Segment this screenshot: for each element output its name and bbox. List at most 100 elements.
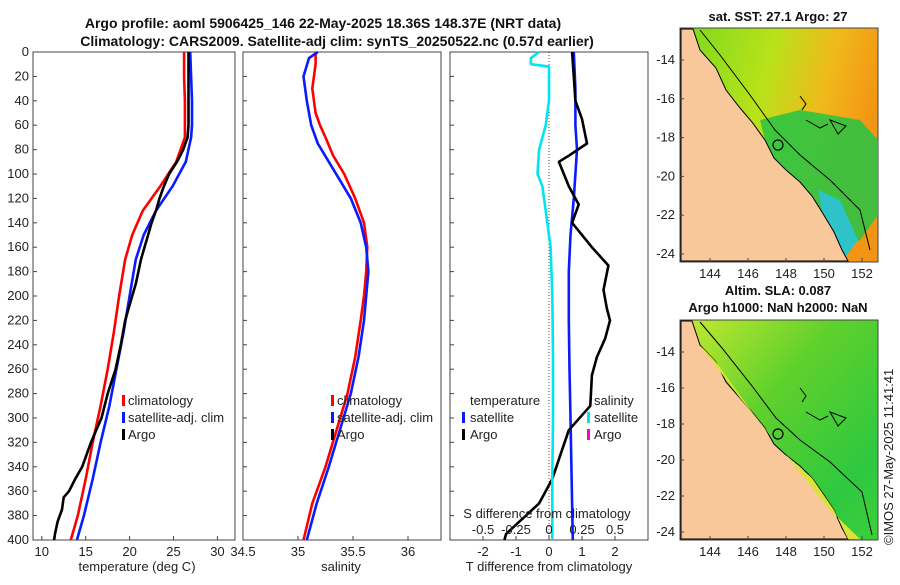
- x-tick-label: 34.5: [230, 544, 255, 559]
- sla-argo-marker: [772, 428, 784, 440]
- series-line-t-argo: [503, 51, 612, 541]
- x-top-tick-label: 0.25: [569, 522, 594, 537]
- difference-legend: temperature satellite Argo salinity sate…: [462, 393, 638, 442]
- sla-map: Altim. SLA: 0.087 Argo h1000: NaN h2000:…: [656, 283, 879, 559]
- temperature-plot-frame: [32, 51, 236, 541]
- y-tick-label: 400: [7, 532, 29, 547]
- map-y-tick-label: -24: [656, 524, 675, 539]
- y-tick-label: 340: [7, 459, 29, 474]
- difference-xlabel: T difference from climatology: [466, 559, 633, 574]
- map-x-tick-label: 150: [813, 266, 835, 281]
- series-line-climatology: [302, 52, 369, 541]
- map-y-tick-label: -14: [656, 344, 675, 359]
- salinity-plot-frame: [242, 51, 442, 541]
- map-y-tick-label: -16: [656, 91, 675, 106]
- legend-heading-salinity: salinity: [594, 393, 634, 408]
- sst-reef-cyan-zone: [818, 190, 858, 256]
- y-tick-label: 180: [7, 264, 29, 279]
- salinity-xlabel: salinity: [321, 559, 361, 574]
- x-top-tick-label: 0.5: [606, 522, 624, 537]
- legend-label-climatology: climatology: [128, 393, 194, 408]
- sla-map-ticks: 144 146 148 150 152 -14 -16 -18 -20 -22 -24: [656, 344, 873, 559]
- y-tick-label: 160: [7, 239, 29, 254]
- y-tick-label: 360: [7, 483, 29, 498]
- y-tick-label: 80: [15, 142, 29, 157]
- x-tick-label: 0: [545, 544, 552, 559]
- y-tick-label: 300: [7, 410, 29, 425]
- legend-label-t-satellite: satellite: [470, 410, 514, 425]
- map-x-tick-label: 144: [699, 266, 721, 281]
- map-y-tick-label: -14: [656, 52, 675, 67]
- x-tick-label: 20: [122, 544, 136, 559]
- y-tick-label: 260: [7, 361, 29, 376]
- sla-map-title2: Argo h1000: NaN h2000: NaN: [688, 300, 867, 315]
- imos-timestamp: ©IMOS 27-May-2025 11:41:41: [881, 369, 896, 545]
- y-tick-label: 380: [7, 508, 29, 523]
- sst-map-ticks: 144 146 148 150 152 -14 -16 -18 -20 -22 -24: [656, 52, 873, 281]
- legend-mark-t-argo: [462, 429, 465, 440]
- legend-mark-t-satellite: [462, 412, 465, 423]
- y-tick-label: 200: [7, 288, 29, 303]
- legend-mark-climatology: [331, 395, 334, 406]
- map-y-tick-label: -20: [656, 168, 675, 183]
- legend-mark-argo: [122, 429, 125, 440]
- legend-mark-satellite: [122, 412, 125, 423]
- sst-map-title: sat. SST: 27.1 Argo: 27: [709, 9, 848, 24]
- x-tick-label: 35.5: [340, 544, 365, 559]
- x-top-tick-label: 0: [545, 522, 552, 537]
- tick-layer: 0204060801001201401601802002202402602803…: [7, 44, 624, 559]
- sst-contour-shelf: [699, 29, 871, 251]
- sla-contour-shelf: [699, 321, 873, 536]
- salinity-legend: climatology satellite-adj. clim Argo: [331, 393, 433, 442]
- legend-label-climatology: climatology: [337, 393, 403, 408]
- y-tick-label: 240: [7, 337, 29, 352]
- y-tick-label: 40: [15, 93, 29, 108]
- sla-contour-reef: [799, 387, 847, 427]
- series-line-t-satellite: [567, 51, 579, 541]
- map-y-tick-label: -16: [656, 380, 675, 395]
- map-y-tick-label: -22: [656, 488, 675, 503]
- legend-label-argo: Argo: [128, 427, 155, 442]
- legend-label-satellite: satellite-adj. clim: [128, 410, 224, 425]
- y-tick-label: 20: [15, 68, 29, 83]
- x-tick-label: 25: [166, 544, 180, 559]
- map-x-tick-label: 148: [775, 544, 797, 559]
- x-tick-label: 35: [291, 544, 305, 559]
- sst-land: [680, 28, 849, 262]
- y-tick-label: 280: [7, 386, 29, 401]
- y-tick-label: 100: [7, 166, 29, 181]
- legend-label-t-argo: Argo: [470, 427, 497, 442]
- sla-coastal-yellow: [700, 345, 860, 539]
- sla-map-title1: Altim. SLA: 0.087: [725, 283, 831, 298]
- temperature-legend: climatology satellite-adj. clim Argo: [122, 393, 224, 442]
- x-top-tick-label: -0.5: [472, 522, 494, 537]
- map-y-tick-label: -18: [656, 130, 675, 145]
- figure-title-line1: Argo profile: aoml 5906425_146 22-May-20…: [85, 15, 561, 31]
- map-x-tick-label: 152: [851, 266, 873, 281]
- legend-mark-argo: [331, 429, 334, 440]
- y-tick-label: 120: [7, 190, 29, 205]
- map-y-tick-label: -20: [656, 452, 675, 467]
- temperature-xlabel: temperature (deg C): [78, 559, 195, 574]
- series-line-satellite-adj-clim: [302, 50, 370, 541]
- y-tick-label: 320: [7, 434, 29, 449]
- sst-contour-reef: [799, 95, 847, 135]
- y-tick-label: 60: [15, 117, 29, 132]
- map-y-tick-label: -18: [656, 416, 675, 431]
- y-tick-label: 0: [22, 44, 29, 59]
- series-line-s-satellite: [529, 50, 555, 540]
- legend-mark-s-argo: [587, 429, 590, 440]
- x-tick-label: 36: [401, 544, 415, 559]
- map-y-tick-label: -22: [656, 207, 675, 222]
- map-x-tick-label: 150: [813, 544, 835, 559]
- x-tick-label: 1: [578, 544, 585, 559]
- series-line-climatology: [69, 52, 187, 541]
- x-top-tick-label: -0.25: [501, 522, 531, 537]
- series-line-satellite-adj-clim: [75, 51, 194, 541]
- x-tick-label: -2: [477, 544, 489, 559]
- difference-top-xlabel: S difference from climatology: [463, 506, 631, 521]
- x-tick-label: 15: [78, 544, 92, 559]
- legend-mark-satellite: [331, 412, 334, 423]
- map-x-tick-label: 148: [775, 266, 797, 281]
